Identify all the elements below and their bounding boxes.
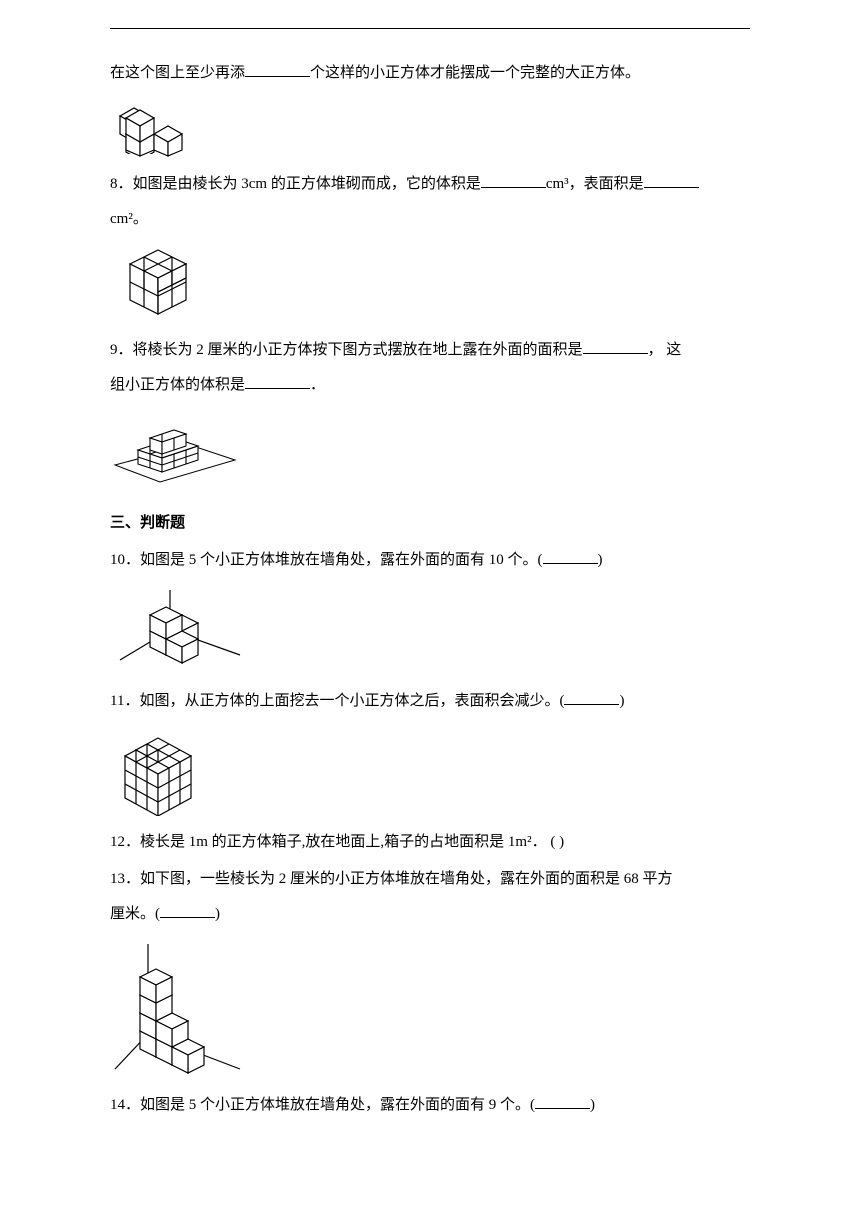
figure-intro <box>110 98 750 158</box>
section-3-title: 三、判断题 <box>110 507 750 540</box>
q11: 11．如图，从正方体的上面挖去一个小正方体之后，表面积会减少。() <box>110 685 750 718</box>
q10-end: ) <box>598 552 603 568</box>
q13: 13．如下图，一些棱长为 2 厘米的小正方体堆放在墙角处，露在外面的面积是 68… <box>110 863 750 896</box>
figure-q9 <box>110 410 750 485</box>
q11-text: 11．如图，从正方体的上面挖去一个小正方体之后，表面积会减少。( <box>110 693 564 709</box>
q13-text-b: 厘米。( <box>110 906 160 922</box>
q9: 9．将棱长为 2 厘米的小正方体按下图方式摆放在地上露在外面的面积是 ， 这 <box>110 334 750 367</box>
blank-intro <box>245 61 310 78</box>
figure-q10 <box>110 585 750 675</box>
q9-text-a: 9．将棱长为 2 厘米的小正方体按下图方式摆放在地上露在外面的面积是 <box>110 342 583 358</box>
blank-q11 <box>564 689 619 706</box>
blank-q9-2 <box>245 373 310 390</box>
top-divider <box>110 28 750 29</box>
intro-text-a: 在这个图上至少再添 <box>110 65 245 81</box>
blank-q8-1 <box>481 172 546 189</box>
q13-text-a: 13．如下图，一些棱长为 2 厘米的小正方体堆放在墙角处，露在外面的面积是 68… <box>110 871 673 887</box>
figure-q8 <box>110 244 750 324</box>
intro-line: 在这个图上至少再添 个这样的小正方体才能摆成一个完整的大正方体。 <box>110 57 750 90</box>
intro-text-b: 个这样的小正方体才能摆成一个完整的大正方体。 <box>310 65 640 81</box>
blank-q9-1 <box>583 338 648 355</box>
q8-text-c: cm²。 <box>110 211 148 227</box>
q9-line2: 组小正方体的体积是 ． <box>110 369 750 402</box>
blank-q13 <box>160 902 215 919</box>
q8: 8．如图是由棱长为 3cm 的正方体堆砌而成，它的体积是 cm³，表面积是 <box>110 168 750 201</box>
blank-q8-2 <box>644 172 699 189</box>
q9-text-b: ， 这 <box>648 342 682 358</box>
q14-end: ) <box>590 1097 595 1113</box>
q14-text: 14．如图是 5 个小正方体堆放在墙角处，露在外面的面有 9 个。( <box>110 1097 535 1113</box>
blank-q14 <box>535 1093 590 1110</box>
q13-text-c: ) <box>215 906 220 922</box>
q8-line2: cm²。 <box>110 203 750 236</box>
blank-q10 <box>543 548 598 565</box>
q9-text-d: ． <box>310 377 325 393</box>
q8-text-b: cm³，表面积是 <box>546 176 644 192</box>
q13-line2: 厘米。() <box>110 898 750 931</box>
q9-text-c: 组小正方体的体积是 <box>110 377 245 393</box>
figure-q11 <box>110 726 750 816</box>
q12: 12．棱长是 1m 的正方体箱子,放在地面上,箱子的占地面积是 1m²． ( ) <box>110 826 750 859</box>
q8-text-a: 8．如图是由棱长为 3cm 的正方体堆砌而成，它的体积是 <box>110 176 481 192</box>
q10-text: 10．如图是 5 个小正方体堆放在墙角处，露在外面的面有 10 个。( <box>110 552 543 568</box>
figure-q13 <box>110 939 750 1079</box>
q11-end: ) <box>619 693 624 709</box>
q14: 14．如图是 5 个小正方体堆放在墙角处，露在外面的面有 9 个。() <box>110 1089 750 1122</box>
q10: 10．如图是 5 个小正方体堆放在墙角处，露在外面的面有 10 个。() <box>110 544 750 577</box>
